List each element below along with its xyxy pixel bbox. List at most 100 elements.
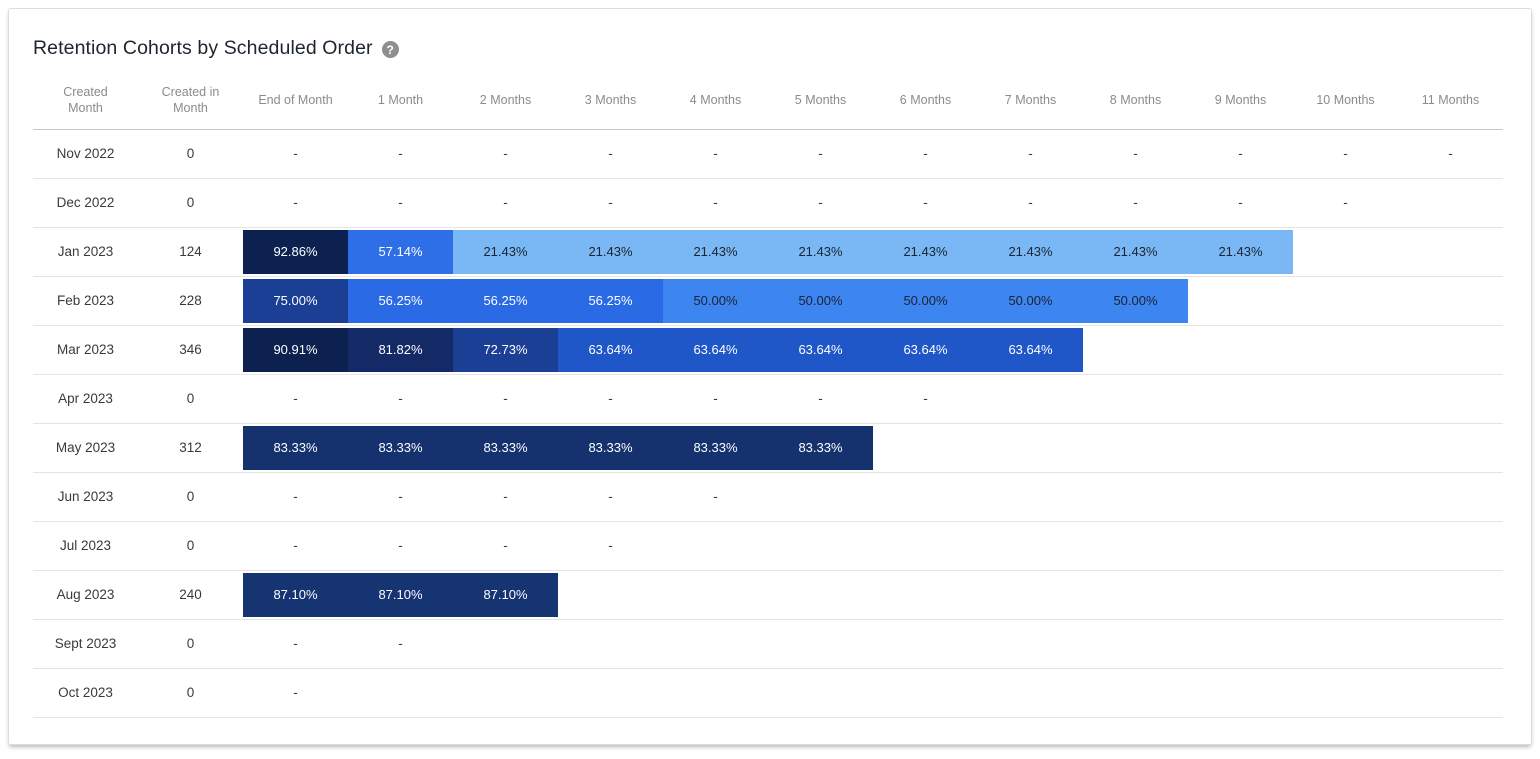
retention-cell: 81.82% bbox=[348, 327, 453, 372]
empty-cell bbox=[768, 620, 873, 668]
retention-cell: 90.91% bbox=[243, 327, 348, 372]
empty-cell bbox=[1398, 375, 1503, 423]
retention-cell: 63.64% bbox=[768, 327, 873, 372]
empty-cell bbox=[348, 669, 453, 717]
empty-cell bbox=[1083, 669, 1188, 717]
retention-cell-wrap: 50.00% bbox=[1083, 277, 1188, 325]
retention-cell-wrap: 83.33% bbox=[663, 424, 768, 472]
empty-cell bbox=[663, 571, 768, 619]
help-icon[interactable]: ? bbox=[381, 41, 399, 58]
empty-cell bbox=[1083, 620, 1188, 668]
retention-cell: 63.64% bbox=[558, 327, 663, 372]
no-data-cell: - bbox=[1133, 146, 1138, 161]
created-month-cell: Oct 2023 bbox=[58, 685, 113, 700]
retention-cell-wrap: 72.73% bbox=[453, 326, 558, 374]
table-row: May 2023 312 83.33% 83.33% 83.33% 83.33% 83.33… bbox=[33, 424, 1503, 473]
retention-cell: 21.43% bbox=[1083, 229, 1188, 274]
retention-cell: 83.33% bbox=[453, 425, 558, 470]
created-month-cell: May 2023 bbox=[55, 440, 116, 455]
no-data-cell: - bbox=[398, 391, 403, 406]
column-header-10-months: 10 Months bbox=[1316, 93, 1375, 108]
empty-cell bbox=[558, 669, 663, 717]
no-data-cell: - bbox=[293, 391, 298, 406]
created-month-cell: Feb 2023 bbox=[56, 293, 115, 308]
empty-cell bbox=[1293, 473, 1398, 521]
empty-cell bbox=[1083, 473, 1188, 521]
column-header-1-month: 1 Month bbox=[377, 93, 424, 108]
empty-cell bbox=[1398, 620, 1503, 668]
card-title-row: Retention Cohorts by Scheduled Order ? bbox=[9, 9, 1531, 60]
retention-cell-wrap: 21.43% bbox=[453, 228, 558, 276]
retention-cohorts-card: Retention Cohorts by Scheduled Order ? C… bbox=[8, 8, 1532, 745]
retention-cell-wrap: 83.33% bbox=[558, 424, 663, 472]
created-month-cell: Mar 2023 bbox=[56, 342, 115, 357]
empty-cell bbox=[1188, 326, 1293, 374]
retention-cell: 63.64% bbox=[663, 327, 768, 372]
created-in-month-cell: 0 bbox=[186, 489, 195, 504]
retention-cell: 50.00% bbox=[978, 278, 1083, 323]
retention-cell-wrap: 21.43% bbox=[1188, 228, 1293, 276]
retention-cell: 50.00% bbox=[663, 278, 768, 323]
empty-cell bbox=[1398, 277, 1503, 325]
empty-cell bbox=[1398, 473, 1503, 521]
no-data-cell: - bbox=[818, 146, 823, 161]
created-in-month-cell: 124 bbox=[179, 244, 202, 259]
retention-cell: 56.25% bbox=[348, 278, 453, 323]
empty-cell bbox=[873, 571, 978, 619]
no-data-cell: - bbox=[608, 489, 613, 504]
no-data-cell: - bbox=[608, 538, 613, 553]
column-header-7-months: 7 Months bbox=[1004, 93, 1057, 108]
empty-cell bbox=[1293, 326, 1398, 374]
no-data-cell: - bbox=[293, 685, 298, 700]
created-in-month-cell: 240 bbox=[179, 587, 202, 602]
column-header-11-months: 11 Months bbox=[1421, 93, 1480, 108]
empty-cell bbox=[1083, 326, 1188, 374]
retention-cell: 87.10% bbox=[243, 572, 348, 617]
retention-cell-wrap: 63.64% bbox=[873, 326, 978, 374]
retention-cell-wrap: 90.91% bbox=[243, 326, 348, 374]
created-in-month-cell: 0 bbox=[186, 636, 195, 651]
empty-cell bbox=[1083, 424, 1188, 472]
retention-cell: 56.25% bbox=[453, 278, 558, 323]
empty-cell bbox=[1188, 375, 1293, 423]
table-row: Mar 2023 346 90.91% 81.82% 72.73% 63.64% 63.64… bbox=[33, 326, 1503, 375]
retention-cell-wrap: 21.43% bbox=[873, 228, 978, 276]
empty-cell bbox=[873, 473, 978, 521]
created-in-month-cell: 0 bbox=[186, 195, 195, 210]
empty-cell bbox=[978, 522, 1083, 570]
retention-cell-wrap: 50.00% bbox=[873, 277, 978, 325]
column-header-3-months: 3 Months bbox=[584, 93, 637, 108]
retention-cell: 21.43% bbox=[978, 229, 1083, 274]
empty-cell bbox=[978, 571, 1083, 619]
cohort-table: Created Month Created in Month End of Mont… bbox=[33, 84, 1503, 718]
empty-cell bbox=[663, 522, 768, 570]
created-month-cell: Sept 2023 bbox=[54, 636, 117, 651]
created-in-month-cell: 0 bbox=[186, 146, 195, 161]
empty-cell bbox=[978, 669, 1083, 717]
created-in-month-cell: 228 bbox=[179, 293, 202, 308]
no-data-cell: - bbox=[608, 195, 613, 210]
column-header-4-months: 4 Months bbox=[689, 93, 742, 108]
empty-cell bbox=[1293, 620, 1398, 668]
retention-cell-wrap: 21.43% bbox=[1083, 228, 1188, 276]
no-data-cell: - bbox=[503, 195, 508, 210]
no-data-cell: - bbox=[608, 391, 613, 406]
no-data-cell: - bbox=[713, 391, 718, 406]
empty-cell bbox=[873, 424, 978, 472]
table-row: Jul 2023 0 - - - - bbox=[33, 522, 1503, 571]
empty-cell bbox=[1398, 228, 1503, 276]
column-header-end-of-month: End of Month bbox=[258, 93, 333, 108]
retention-cell-wrap: 63.64% bbox=[978, 326, 1083, 374]
no-data-cell: - bbox=[923, 195, 928, 210]
empty-cell bbox=[873, 620, 978, 668]
no-data-cell: - bbox=[818, 195, 823, 210]
retention-cell-wrap: 21.43% bbox=[558, 228, 663, 276]
empty-cell bbox=[1398, 424, 1503, 472]
retention-cell: 72.73% bbox=[453, 327, 558, 372]
retention-cell-wrap: 50.00% bbox=[978, 277, 1083, 325]
empty-cell bbox=[1188, 620, 1293, 668]
empty-cell bbox=[768, 522, 873, 570]
retention-cell: 63.64% bbox=[978, 327, 1083, 372]
created-in-month-cell: 0 bbox=[186, 685, 195, 700]
empty-cell bbox=[1398, 571, 1503, 619]
